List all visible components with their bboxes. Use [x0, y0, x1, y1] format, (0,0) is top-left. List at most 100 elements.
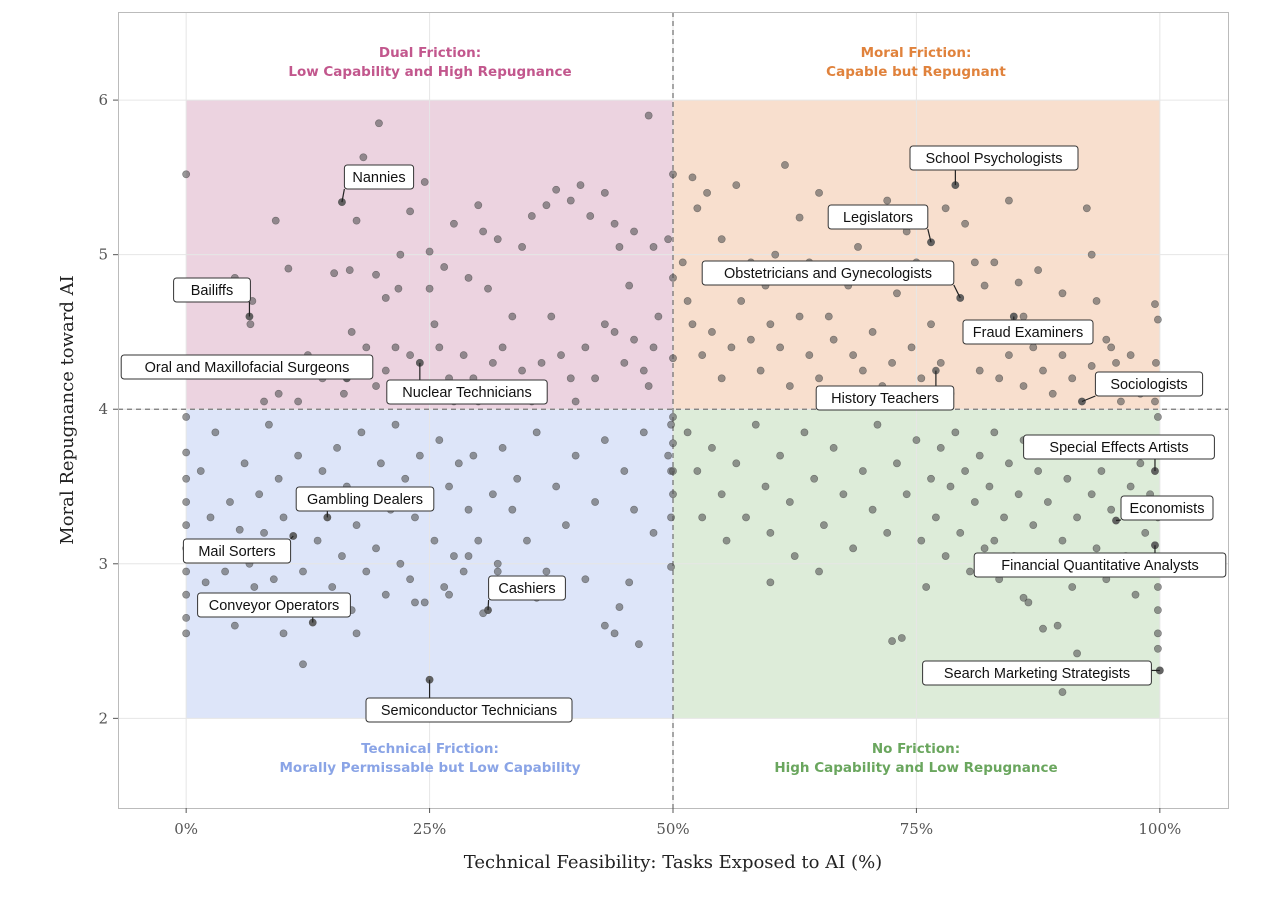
- data-point: [1092, 297, 1101, 305]
- data-point: [284, 264, 293, 273]
- data-point: [182, 498, 191, 506]
- data-point: [518, 366, 526, 375]
- data-point: [615, 243, 624, 251]
- data-point: [927, 320, 935, 329]
- callout-label: Conveyor Operators: [209, 598, 340, 614]
- data-point: [394, 284, 403, 293]
- data-point: [345, 266, 354, 275]
- data-point: [800, 428, 809, 437]
- data-point: [406, 575, 415, 584]
- data-point: [888, 358, 896, 367]
- data-point: [493, 567, 502, 576]
- data-point: [600, 621, 609, 630]
- data-point: [829, 443, 838, 452]
- data-point: [980, 544, 989, 553]
- data-point: [912, 436, 921, 445]
- data-point: [459, 351, 468, 360]
- callout-label: Legislators: [843, 210, 913, 226]
- data-point: [260, 528, 268, 537]
- data-point: [1136, 459, 1145, 468]
- quadrant-title-line2: Low Capability and High Repugnance: [288, 64, 571, 80]
- data-point: [357, 428, 366, 437]
- data-point: [620, 358, 629, 367]
- callout-label: Nuclear Technicians: [402, 385, 532, 401]
- data-point: [664, 235, 673, 244]
- data-point: [966, 567, 974, 576]
- data-point: [571, 397, 580, 406]
- quadrant-title-line1: Technical Friction:: [361, 741, 499, 757]
- data-point: [464, 505, 473, 514]
- data-point: [610, 219, 619, 228]
- data-point: [182, 170, 191, 179]
- callout-label: Cashiers: [498, 581, 555, 597]
- data-point: [756, 366, 765, 375]
- data-point: [488, 358, 497, 367]
- callout-label: Search Marketing Strategists: [944, 666, 1130, 682]
- data-point: [313, 536, 322, 545]
- data-point: [561, 521, 570, 530]
- data-point: [532, 428, 541, 437]
- data-point: [766, 578, 775, 587]
- data-point: [1092, 544, 1101, 553]
- data-point: [1024, 598, 1033, 607]
- labeled-data-point: [1078, 397, 1086, 406]
- callout-box: [488, 575, 566, 601]
- data-point: [591, 374, 600, 383]
- callout-leader-line: [487, 599, 490, 611]
- data-point: [537, 358, 546, 367]
- data-point: [362, 567, 371, 576]
- data-point: [411, 598, 419, 607]
- data-point: [294, 397, 303, 406]
- data-point: [246, 320, 255, 329]
- data-point: [401, 474, 410, 483]
- data-point: [182, 629, 191, 638]
- data-point: [805, 351, 814, 360]
- data-point: [630, 227, 638, 236]
- data-point: [318, 467, 327, 475]
- data-point: [552, 482, 561, 491]
- data-point: [951, 428, 960, 437]
- data-point: [746, 335, 755, 344]
- data-point: [488, 490, 497, 499]
- data-point: [1053, 621, 1062, 630]
- callout-box: [1094, 371, 1204, 397]
- data-point: [649, 528, 658, 537]
- x-tick-label: 0%: [174, 820, 198, 838]
- data-point: [513, 474, 522, 483]
- data-point: [352, 521, 361, 530]
- data-point: [420, 178, 429, 186]
- quadrant-title-line1: Moral Friction:: [861, 45, 972, 61]
- data-point: [1153, 413, 1162, 421]
- data-point: [1151, 300, 1159, 309]
- data-point: [849, 351, 858, 360]
- data-point: [649, 343, 658, 352]
- data-point: [571, 451, 580, 460]
- data-point: [381, 590, 390, 599]
- data-point: [644, 111, 653, 120]
- data-point: [820, 521, 828, 530]
- data-point: [1097, 467, 1106, 475]
- data-point: [1153, 629, 1162, 638]
- data-point: [708, 443, 716, 452]
- data-point: [717, 490, 726, 499]
- data-point: [717, 235, 726, 244]
- data-point: [450, 219, 458, 228]
- data-point: [961, 219, 970, 228]
- data-point: [1029, 343, 1038, 352]
- data-point: [902, 490, 911, 499]
- data-point: [566, 196, 575, 205]
- data-point: [635, 640, 643, 649]
- data-point: [352, 629, 361, 638]
- data-point: [265, 420, 273, 429]
- data-point: [868, 505, 877, 514]
- data-point: [1073, 513, 1081, 522]
- data-point: [667, 562, 675, 571]
- data-point: [542, 201, 551, 210]
- data-point: [1102, 335, 1111, 344]
- data-point: [391, 343, 400, 352]
- data-point: [376, 459, 385, 468]
- data-point: [226, 498, 234, 506]
- data-point: [454, 459, 463, 468]
- data-point: [990, 428, 999, 437]
- data-point: [1029, 521, 1038, 530]
